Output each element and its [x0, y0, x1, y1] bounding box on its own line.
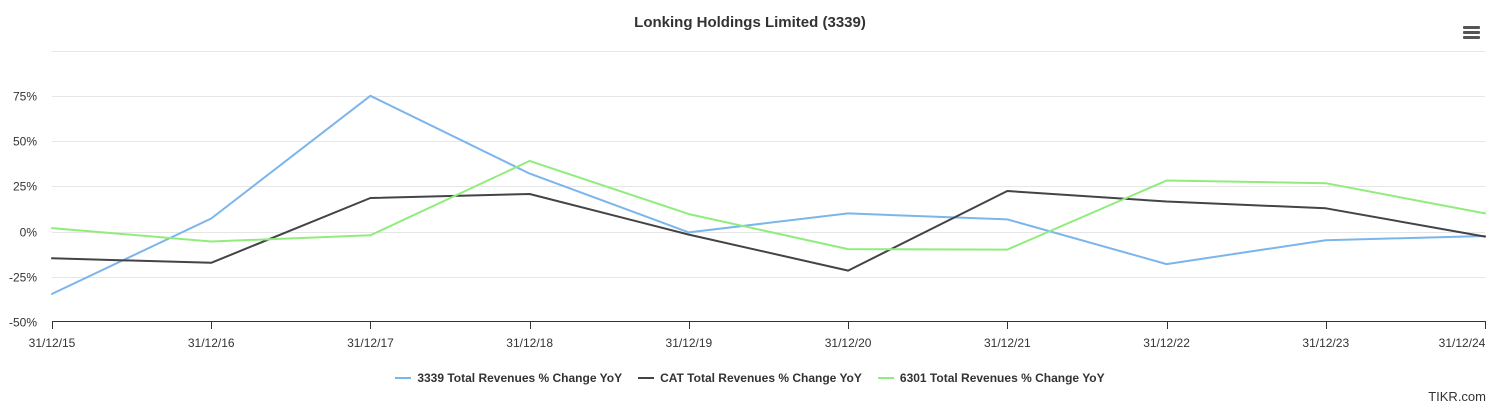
hamburger-menu-icon[interactable] [1463, 26, 1480, 39]
legend-item-cat[interactable]: CAT Total Revenues % Change YoY [638, 371, 862, 385]
series-line-1[interactable] [51, 190, 1486, 272]
legend-item-6301[interactable]: 6301 Total Revenues % Change YoY [877, 371, 1105, 385]
y-axis-labels: 75% 50% 25% 0% -25% -50% [9, 90, 37, 330]
legend-swatch-6301 [877, 377, 894, 379]
gridlines [52, 51, 1485, 278]
x-tick-label: 31/12/24 [1439, 336, 1486, 350]
legend-label-3339: 3339 Total Revenues % Change YoY [417, 371, 623, 385]
x-tick-label: 31/12/23 [1302, 336, 1349, 350]
legend-item-3339[interactable]: 3339 Total Revenues % Change YoY [395, 371, 622, 385]
legend-swatch-cat [638, 377, 655, 379]
x-tick-label: 31/12/17 [347, 336, 394, 350]
x-tick-label: 31/12/20 [825, 336, 872, 350]
series-line-2[interactable] [51, 159, 1486, 251]
x-tick-label: 31/12/18 [506, 336, 553, 350]
legend-label-cat: CAT Total Revenues % Change YoY [660, 371, 862, 385]
legend: 3339 Total Revenues % Change YoY CAT Tot… [0, 371, 1500, 385]
x-tick-label: 31/12/19 [666, 336, 713, 350]
credit-text: TIKR.com [1428, 389, 1486, 404]
y-tick-label: -25% [9, 271, 37, 285]
x-axis: 31/12/15 31/12/16 31/12/17 31/12/18 31/12/19… [29, 321, 1486, 350]
y-tick-label: 75% [13, 90, 37, 104]
y-tick-label: 25% [13, 180, 37, 194]
y-tick-label: 0% [20, 226, 38, 240]
y-tick-label: -50% [9, 316, 37, 330]
x-tick-label: 31/12/22 [1143, 336, 1190, 350]
legend-swatch-3339 [395, 377, 412, 379]
y-tick-label: 50% [13, 135, 37, 149]
series-lines [51, 94, 1486, 295]
x-tick-label: 31/12/16 [188, 336, 235, 350]
legend-label-6301: 6301 Total Revenues % Change YoY [899, 371, 1105, 385]
series-line-0[interactable] [51, 94, 1486, 295]
x-tick-label: 31/12/15 [29, 336, 76, 350]
chart-title: Lonking Holdings Limited (3339) [634, 14, 866, 31]
x-tick-label: 31/12/21 [984, 336, 1031, 350]
